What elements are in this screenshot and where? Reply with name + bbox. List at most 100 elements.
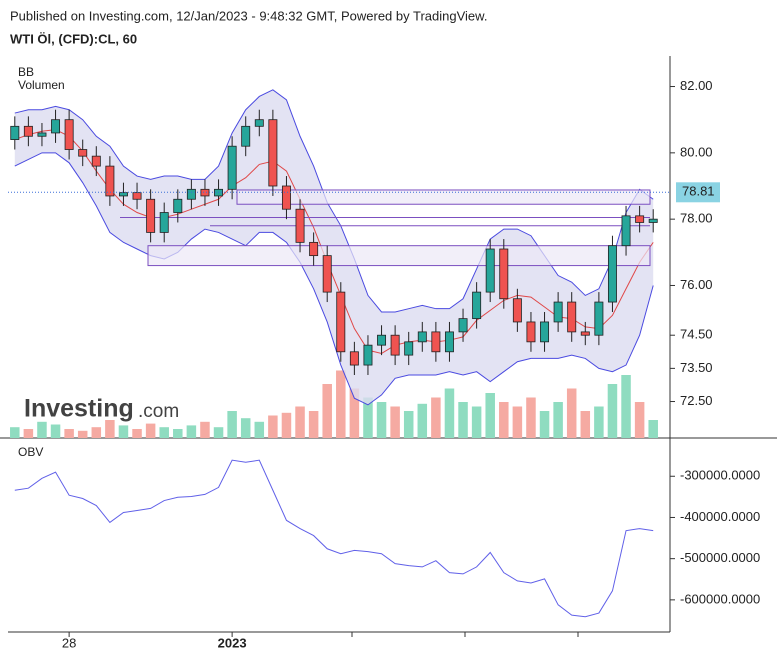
bb-lower — [14, 152, 654, 406]
volume-bar — [499, 402, 509, 438]
candle-body — [227, 145, 237, 190]
candle-body — [390, 334, 400, 356]
volume-bar — [580, 411, 591, 438]
volume-bar — [254, 421, 265, 438]
volume-bar — [417, 403, 428, 438]
x-tick-label: 28 — [62, 635, 76, 650]
volume-bar — [37, 421, 47, 438]
volume-bar — [349, 388, 360, 438]
bb-middle — [14, 129, 654, 354]
candle-body — [105, 165, 115, 197]
candle-body — [268, 119, 278, 187]
volume-bar — [566, 388, 577, 438]
candle-body — [132, 192, 142, 200]
legend-label: OBV — [18, 445, 43, 459]
candle-body — [594, 301, 604, 336]
y-tick-label: -300000.0000 — [680, 468, 760, 483]
candle-body — [363, 344, 373, 366]
volume-bar — [295, 406, 305, 438]
candle-body — [91, 155, 101, 167]
volume-bar — [200, 421, 210, 438]
candle-body — [51, 119, 61, 134]
volume-bar — [458, 402, 468, 438]
candle-body — [349, 351, 359, 366]
last-price-label: 78.81 — [682, 184, 715, 199]
volume-bar — [403, 411, 414, 438]
candle-body — [621, 215, 631, 247]
candle-body — [567, 301, 577, 333]
candle-body — [173, 198, 183, 213]
candle-body — [23, 125, 33, 137]
y-tick-label: 78.00 — [680, 211, 713, 226]
volume-bar — [444, 388, 455, 438]
candle-body — [377, 334, 387, 346]
volume-bar — [118, 425, 129, 438]
candle-body — [635, 215, 645, 223]
volume-bar — [145, 423, 156, 438]
volume-bar — [77, 430, 88, 438]
volume-bar — [363, 397, 373, 438]
candle-body — [512, 298, 522, 323]
volume-bar — [485, 393, 495, 438]
volume-bar — [553, 402, 563, 438]
volume-bar — [240, 418, 251, 438]
candle-body — [472, 291, 482, 320]
zone — [236, 189, 651, 205]
volume-bar — [634, 402, 645, 438]
candle-body — [200, 188, 210, 197]
volume-bar — [23, 429, 34, 438]
volume-bar — [64, 429, 74, 438]
volume-bar — [213, 427, 224, 438]
volume-bar — [281, 412, 292, 438]
zone — [147, 245, 651, 267]
candle-body — [186, 188, 196, 200]
watermark: .com — [138, 401, 179, 422]
volume-bar — [322, 384, 332, 438]
volume-bar — [268, 415, 278, 438]
volume-bar — [91, 427, 102, 438]
volume-bar — [539, 411, 550, 438]
candle-body — [78, 149, 88, 157]
candle-body — [118, 192, 128, 197]
watermark: Investing — [24, 395, 134, 423]
candle-body — [580, 331, 590, 336]
x-tick-label: 2023 — [218, 635, 247, 650]
candle-body — [553, 301, 563, 323]
volume-bar — [159, 427, 169, 438]
volume-bar — [173, 429, 183, 438]
candle-body — [146, 198, 156, 233]
y-tick-label: -600000.0000 — [680, 591, 760, 606]
legend-label: Volumen — [18, 78, 65, 92]
candle-body — [309, 241, 319, 257]
volume-bar — [512, 406, 523, 438]
y-tick-label: 73.50 — [680, 360, 713, 375]
candle-body — [64, 119, 74, 150]
candle-body — [10, 125, 20, 140]
candle-body — [404, 341, 414, 356]
volume-bar — [594, 406, 604, 438]
last-price-box — [676, 182, 720, 203]
candle-body — [254, 119, 264, 127]
volume-bar — [50, 424, 61, 438]
candle-body — [417, 331, 427, 343]
volume-bar — [336, 370, 346, 438]
candle-body — [281, 185, 291, 210]
candle-body — [322, 255, 332, 293]
volume-bar — [648, 420, 658, 438]
volume-bar — [10, 427, 20, 438]
candle-body — [607, 245, 617, 303]
y-tick-label: -500000.0000 — [680, 550, 760, 565]
published-note: Published on Investing.com, 12/Jan/2023 … — [10, 8, 487, 23]
obv-line — [14, 459, 654, 618]
symbol-title: WTI Öl, (CFD):CL, 60 — [10, 31, 137, 46]
candle-body — [540, 321, 550, 343]
volume-bar — [186, 425, 197, 438]
volume-bar — [376, 402, 387, 438]
candle-body — [499, 248, 509, 300]
volume-bar — [431, 397, 441, 438]
volume-bar — [621, 375, 631, 438]
candle-body — [485, 248, 495, 293]
volume-bar — [526, 397, 536, 438]
candle-body — [159, 212, 169, 233]
